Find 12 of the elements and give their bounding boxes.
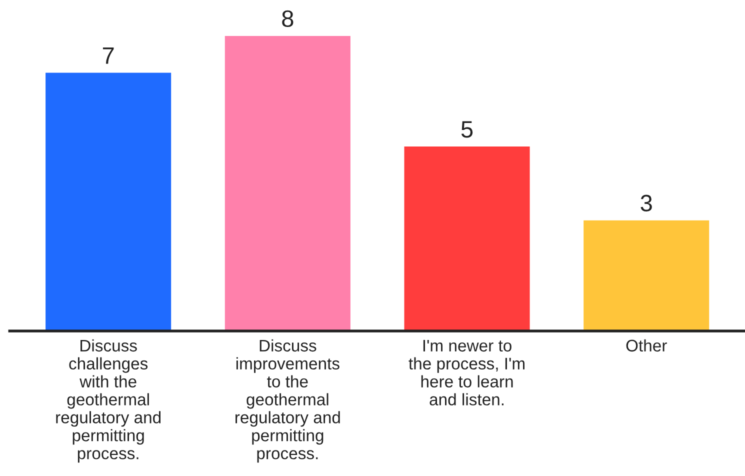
data-label: 7 <box>102 47 114 64</box>
x-tick-label: Other <box>626 339 667 352</box>
bar <box>224 36 350 331</box>
bar <box>46 72 172 331</box>
x-tick-label: I'm newer to the process, I'm here to learn and listen. <box>408 340 524 406</box>
data-label: 3 <box>640 194 652 212</box>
x-tick-label: Discuss improvements to the geothermal regulatory and permitting process. <box>236 339 340 463</box>
bar <box>404 146 530 331</box>
data-label: 5 <box>461 121 473 138</box>
data-label: 8 <box>282 10 294 28</box>
x-tick-label: Discuss challenges with the geothermal regulatory and permitting process. <box>56 339 161 463</box>
bar <box>584 220 710 331</box>
